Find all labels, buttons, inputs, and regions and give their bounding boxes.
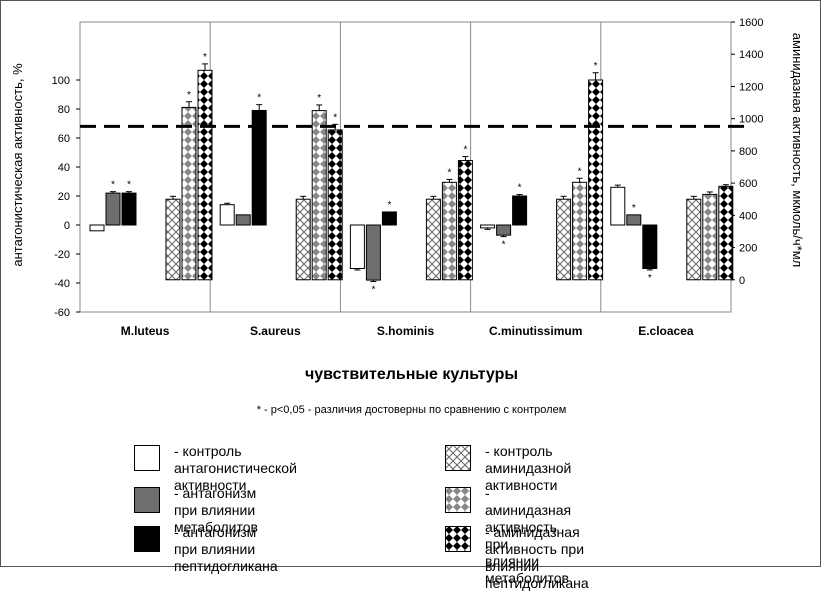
y-tick-label-right: 200 (739, 243, 757, 255)
significance-star: * (371, 285, 375, 296)
legend-label: - антагонизм при влиянии метаболитов (174, 485, 258, 535)
figure-frame (0, 0, 821, 567)
bar (219, 204, 235, 226)
category-label: S.aureus (250, 324, 301, 338)
significance-note: * - p<0,05 - различия достоверны по срав… (256, 404, 567, 416)
significance-star: * (187, 90, 191, 101)
legend-label: - аминидазная активность при влиянии пеп… (485, 524, 589, 591)
plot-area: -60-40-200204060801000200400600800100012… (52, 17, 764, 338)
category-label: S.hominis (377, 324, 435, 338)
bar (572, 181, 588, 281)
y-tick-label-right: 1000 (739, 114, 763, 126)
significance-star: * (632, 203, 636, 214)
y-tick-label-right: 400 (739, 210, 757, 222)
significance-star: * (387, 200, 391, 211)
bar (327, 129, 343, 281)
significance-star: * (594, 61, 598, 72)
y-tick-label-left: -40 (54, 278, 70, 290)
significance-star: * (648, 273, 652, 284)
category-label: E.cloacea (638, 324, 694, 338)
chart: -60-40-200204060801000200400600800100012… (10, 17, 805, 338)
y-tick-label-right: 1600 (739, 17, 763, 29)
y-tick-label-right: 600 (739, 178, 757, 190)
significance-star: * (463, 145, 467, 156)
bar (311, 110, 327, 281)
bar (365, 224, 381, 281)
bar (610, 186, 626, 226)
bar (588, 79, 604, 281)
legend-label: - контроль аминидазной активности (485, 443, 572, 493)
significance-star: * (111, 180, 115, 191)
legend-swatch-check-dark (445, 526, 471, 552)
y-tick-label-right: 0 (739, 275, 745, 287)
bar (496, 224, 512, 236)
significance-star: * (518, 183, 522, 194)
y-tick-label-right: 1400 (739, 49, 763, 61)
bar (457, 160, 473, 281)
legend-swatch-check-light (445, 445, 471, 471)
y-tick-label-left: 20 (58, 191, 70, 203)
bar (686, 198, 702, 281)
y-tick-label-left: -60 (54, 307, 70, 319)
bar (381, 211, 397, 226)
significance-star: * (333, 112, 337, 123)
bar (702, 193, 718, 281)
significance-star: * (127, 180, 131, 191)
category-label: C.minutissimum (489, 324, 582, 338)
bar (235, 214, 251, 226)
significance-star: * (257, 93, 261, 104)
significance-star: * (203, 52, 207, 63)
bar (295, 198, 311, 281)
legend-swatch-gray (134, 487, 160, 513)
bar (349, 224, 365, 269)
significance-star: * (578, 166, 582, 177)
y-tick-label-left: -20 (54, 249, 70, 261)
bar (556, 198, 572, 281)
bar (89, 224, 105, 232)
bar (105, 192, 121, 226)
bar (480, 224, 496, 229)
y-axis-label-left: антагонистическая активность, % (10, 63, 25, 267)
bar (165, 198, 181, 281)
bar (181, 106, 197, 281)
y-tick-label-right: 800 (739, 146, 757, 158)
y-tick-label-right: 1200 (739, 81, 763, 93)
bar (642, 224, 658, 269)
bar (121, 192, 137, 226)
y-tick-label-left: 40 (58, 162, 70, 174)
legend-swatch-check-mid (445, 487, 471, 513)
x-axis-title: чувствительные культуры (304, 366, 519, 383)
bar (718, 185, 734, 281)
y-axis-label-right: аминидазная активность, мкмоль/ч*мл (790, 33, 805, 267)
significance-star: * (502, 240, 506, 251)
legend-label: - антагонизм при влиянии пептидогликана (174, 524, 278, 574)
bar (197, 69, 213, 281)
y-tick-label-left: 0 (64, 220, 70, 232)
significance-star: * (317, 93, 321, 104)
bar (626, 214, 642, 226)
legend-swatch-white (134, 445, 160, 471)
bar (425, 198, 441, 281)
y-tick-label-left: 80 (58, 104, 70, 116)
y-tick-label-left: 100 (52, 75, 70, 87)
significance-star: * (447, 167, 451, 178)
bar (441, 181, 457, 281)
y-tick-label-left: 60 (58, 133, 70, 145)
category-label: M.luteus (121, 324, 170, 338)
legend-swatch-black (134, 526, 160, 552)
legend-label: - контроль антагонистической активности (174, 443, 297, 493)
bar (512, 195, 528, 226)
